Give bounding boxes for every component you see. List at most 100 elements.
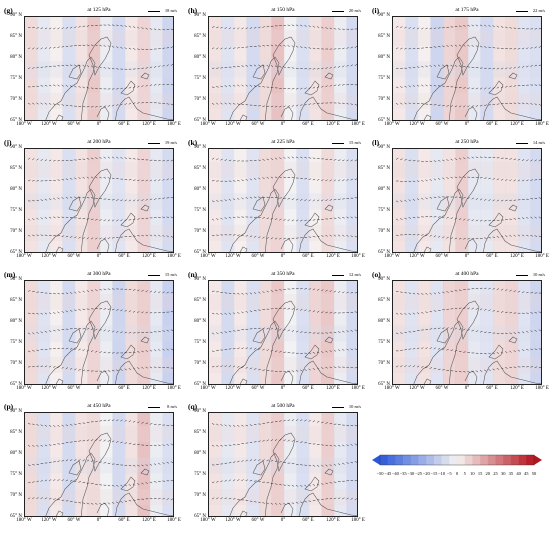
wind-vector xyxy=(149,198,153,201)
wind-vector xyxy=(329,159,333,161)
wind-vector xyxy=(342,291,345,294)
wind-vector xyxy=(274,350,278,353)
wind-vector xyxy=(458,350,462,353)
wind-vector xyxy=(454,350,458,352)
wind-vector xyxy=(454,237,458,240)
wind-vector xyxy=(479,24,483,27)
colorbar-tick-label: 30 xyxy=(500,471,506,476)
panel-title: at 400 hPa xyxy=(455,271,479,277)
colorbar-tick-label: −25 xyxy=(414,471,423,476)
wind-vector xyxy=(287,88,291,90)
lat-tick-label: 75° N xyxy=(194,472,206,477)
wind-vector xyxy=(333,463,337,466)
anomaly-shading-band xyxy=(37,149,51,252)
wind-vector xyxy=(534,179,538,181)
anomaly-shading-band xyxy=(25,457,173,474)
wind-vector xyxy=(237,347,240,350)
panel-label: (g) xyxy=(4,6,13,15)
wind-vector xyxy=(107,462,111,464)
wind-vector xyxy=(530,65,533,67)
wind-vector xyxy=(291,308,295,310)
wind-vector xyxy=(408,312,411,315)
wind-vector xyxy=(467,197,470,199)
map-plot xyxy=(208,148,358,253)
wind-vector xyxy=(107,330,111,332)
wind-vector xyxy=(228,27,232,30)
wind-vector xyxy=(308,87,311,89)
wind-vector xyxy=(99,420,102,422)
anomaly-shading-band xyxy=(150,17,163,120)
wind-vector xyxy=(333,497,337,500)
wind-vector xyxy=(425,197,428,200)
wind-vector xyxy=(308,25,311,28)
wind-vector xyxy=(27,47,31,50)
wind-vector xyxy=(496,25,500,28)
wind-vector xyxy=(162,102,166,104)
wind-vector xyxy=(99,105,102,108)
wind-vector xyxy=(329,290,332,293)
wind-vector xyxy=(484,24,487,27)
wind-vector xyxy=(228,462,232,464)
wind-vector xyxy=(48,330,52,332)
reference-vector-label: 10 m/s xyxy=(532,272,545,277)
wind-vector xyxy=(283,439,286,442)
map-plot xyxy=(24,16,174,121)
wind-vector xyxy=(40,217,43,220)
wind-vector xyxy=(446,159,449,161)
wind-vector xyxy=(333,217,337,219)
reference-vector-label: 14 m/s xyxy=(532,140,545,145)
colorbar-bin xyxy=(433,455,442,465)
anomaly-shading-band xyxy=(505,149,519,252)
wind-vector xyxy=(283,351,286,353)
wind-vector xyxy=(354,424,357,427)
lon-tick-label: 120° E xyxy=(326,254,340,259)
lon-tick-label: 180° W xyxy=(200,386,216,391)
wind-vector xyxy=(526,102,529,105)
wind-vector xyxy=(158,349,161,351)
wind-vector xyxy=(61,46,65,48)
lat-tick-label: 75° N xyxy=(194,208,206,213)
wind-vector xyxy=(170,178,173,180)
wind-vector xyxy=(266,459,270,462)
anomaly-shading-band xyxy=(137,281,151,384)
wind-vector xyxy=(90,106,94,108)
reference-vector-arrow xyxy=(516,275,528,276)
wind-vector xyxy=(120,103,123,106)
wind-vector xyxy=(57,216,60,219)
wind-vector xyxy=(321,199,324,202)
wind-vector xyxy=(90,460,94,462)
wind-vector xyxy=(249,347,253,350)
wind-vector xyxy=(291,219,295,222)
wind-vector xyxy=(475,198,479,200)
wind-vector xyxy=(437,347,441,350)
coastline xyxy=(239,114,248,120)
wind-vector xyxy=(509,312,512,314)
anomaly-shading-band xyxy=(25,426,173,442)
wind-vector xyxy=(170,348,173,351)
coastline xyxy=(239,510,248,516)
wind-vector xyxy=(333,66,337,69)
lon-tick-label: 60° E xyxy=(118,386,130,391)
coastline xyxy=(140,72,150,80)
wind-vector xyxy=(216,445,219,447)
anomaly-shading-band xyxy=(209,17,222,120)
wind-vector xyxy=(500,199,504,202)
wind-vector xyxy=(337,291,341,293)
lon-tick-label: 60° E xyxy=(486,122,498,127)
wind-vector xyxy=(454,105,458,108)
wind-vector xyxy=(253,196,257,199)
anomaly-shading-band xyxy=(162,413,173,516)
wind-vector xyxy=(132,483,136,486)
wind-vector xyxy=(312,352,316,354)
coastline xyxy=(280,238,294,252)
wind-vector xyxy=(36,158,39,161)
map-plot xyxy=(392,16,542,121)
wind-vector xyxy=(488,309,491,312)
wind-vector xyxy=(237,160,240,162)
wind-vector xyxy=(95,460,98,463)
wind-vector xyxy=(412,233,416,236)
anomaly-shading-band xyxy=(468,281,481,384)
wind-vector xyxy=(128,157,132,160)
wind-vector xyxy=(534,311,538,314)
